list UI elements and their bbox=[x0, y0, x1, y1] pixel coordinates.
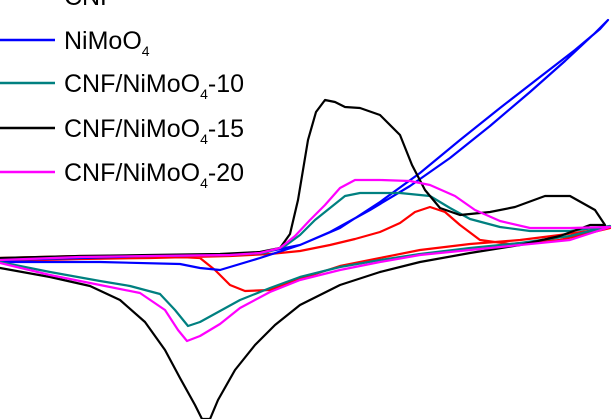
legend-label-3: CNF/NiMoO4-15 bbox=[64, 115, 244, 147]
legend-item-1: NiMoO4 bbox=[0, 27, 150, 59]
legend-label-2: CNF/NiMoO4-10 bbox=[64, 70, 244, 102]
legend-label-0: CNF bbox=[64, 0, 115, 11]
legend-item-4: CNF/NiMoO4-20 bbox=[0, 159, 244, 191]
series-line-4 bbox=[0, 178, 612, 343]
legend-item-0: CNF bbox=[64, 0, 115, 11]
series-line-3 bbox=[0, 98, 607, 419]
legend-label-1: NiMoO4 bbox=[64, 27, 150, 59]
legend-label-4: CNF/NiMoO4-20 bbox=[64, 159, 244, 191]
legend-item-2: CNF/NiMoO4-10 bbox=[0, 70, 244, 102]
legend-item-3: CNF/NiMoO4-15 bbox=[0, 115, 244, 147]
series-line-1 bbox=[0, 18, 610, 272]
plot-curves bbox=[0, 18, 612, 419]
legend: CNF NiMoO4 CNF/NiMoO4-10 CNF/NiMoO4-15 CNF/N… bbox=[0, 0, 244, 191]
